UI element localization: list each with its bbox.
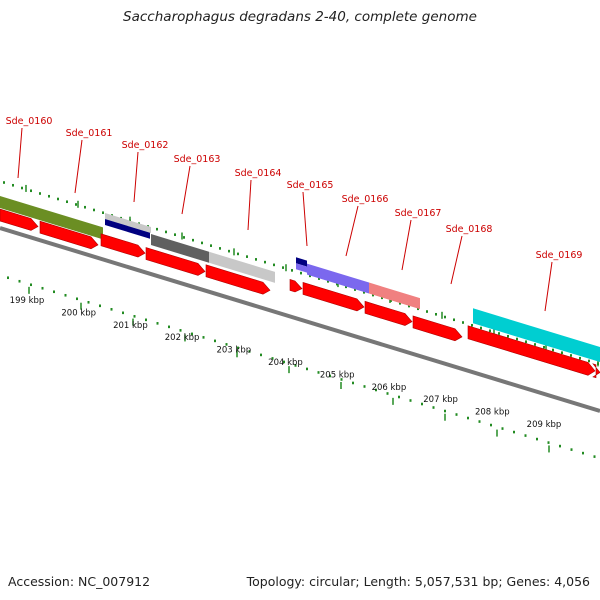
gene-label: Sde_0162 <box>122 140 169 151</box>
cds-arrow <box>145 247 206 276</box>
scale-label: 204 kbp <box>268 358 303 368</box>
feature-sde-0165 <box>296 257 307 267</box>
label-leader-lines <box>17 127 553 312</box>
feature-sde-0160 <box>0 196 103 240</box>
feature-sde-0166 <box>307 263 369 294</box>
cds-arrow <box>100 233 146 258</box>
feature-sde-0162 <box>105 219 150 239</box>
feature-sde-0166-small <box>296 263 307 273</box>
accession-text: Accession: NC_007912 <box>8 574 151 589</box>
scale-tick-marks <box>7 276 596 458</box>
cds-arrow <box>592 363 600 379</box>
gene-label: Sde_0161 <box>66 128 113 139</box>
gene-label: Sde_0167 <box>395 208 442 219</box>
cds-arrow <box>302 282 365 312</box>
gene-label: Sde_0163 <box>174 154 221 165</box>
leader-line <box>17 127 23 179</box>
genome-summary-text: Topology: circular; Length: 5,057,531 bp… <box>246 574 590 589</box>
gene-label: Sde_0160 <box>6 116 53 127</box>
leader-line <box>247 179 252 231</box>
leader-line <box>181 165 191 215</box>
map-title: Saccharophagus degradans 2-40, complete … <box>123 9 477 25</box>
scale-label: 208 kbp <box>475 408 510 418</box>
feature-sde-0163 <box>151 234 209 263</box>
gene-label: Sde_0169 <box>536 250 583 261</box>
cds-arrow <box>0 208 39 231</box>
leader-line <box>74 139 83 194</box>
feature-sde-0169 <box>473 308 600 362</box>
gene-label: Sde_0166 <box>342 194 389 205</box>
scale-label: 207 kbp <box>423 395 458 405</box>
scale-label: 199 kbp <box>10 296 45 306</box>
feature-track <box>0 196 600 362</box>
cds-arrow <box>39 220 99 250</box>
leader-line <box>544 261 553 312</box>
cds-arrow-track <box>0 208 600 379</box>
gene-label: Sde_0168 <box>446 224 493 235</box>
scale-label: 201 kbp <box>113 321 148 331</box>
leader-line <box>302 191 308 247</box>
leader-line <box>401 219 412 271</box>
backbone-track <box>0 226 600 413</box>
feature-sde-0167 <box>369 282 420 310</box>
leader-line <box>133 151 139 203</box>
cds-arrow <box>289 279 303 293</box>
scale-label: 206 kbp <box>372 383 407 393</box>
gene-label: Sde_0165 <box>287 180 334 191</box>
scale-label: 205 kbp <box>320 370 355 380</box>
scale-labels: 199 kbp 200 kbp 201 kbp 202 kbp 203 kbp 204 k… <box>10 296 562 430</box>
scale-label: 203 kbp <box>216 346 251 356</box>
leader-line <box>450 235 463 285</box>
scale-label: 209 kbp <box>527 420 562 430</box>
cds-arrow <box>412 315 463 342</box>
scale-label: 202 kbp <box>165 333 200 343</box>
cds-arrow <box>364 300 413 326</box>
cds-arrow <box>467 325 596 376</box>
feature-sde-0161 <box>105 213 151 234</box>
gene-labels: Sde_0160 Sde_0161 Sde_0162 Sde_0163 Sde_0164… <box>6 116 583 261</box>
gene-label: Sde_0164 <box>235 168 282 179</box>
scale-label: 200 kbp <box>61 308 96 318</box>
genome-backbone <box>0 226 600 413</box>
feature-sde-0164 <box>209 251 275 283</box>
cds-arrow <box>205 264 271 295</box>
leader-line <box>345 205 359 257</box>
